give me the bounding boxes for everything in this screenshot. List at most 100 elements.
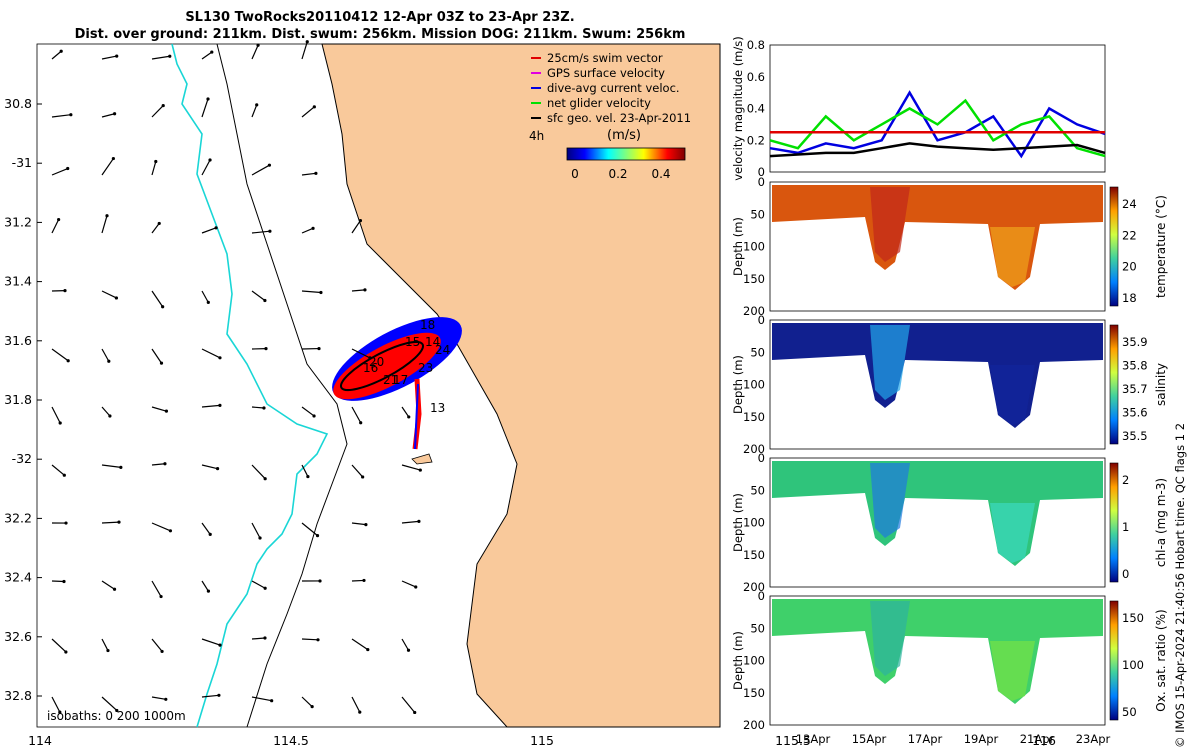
depth-tick: 200: [743, 304, 765, 318]
velocity-vector-head: [318, 579, 322, 583]
velocity-vector-head: [105, 214, 109, 218]
velocity-vector-head: [316, 638, 320, 642]
track-day-label: 13: [430, 401, 445, 415]
velocity-vector: [351, 464, 364, 478]
velocity-y-tick: 0: [758, 165, 765, 179]
isobath-1000m: [216, 43, 348, 728]
section-colorbar: 24 22 20 18 temperature (°C): [1109, 186, 1168, 307]
velocity-vector: [301, 106, 315, 118]
colorbar-tick: 18: [1122, 291, 1137, 305]
depth-tick: 0: [758, 175, 765, 189]
velocity-vector-head: [112, 587, 117, 591]
velocity-vector-head: [66, 166, 70, 171]
section-colorbar: 150 100 50 Ox. sat. ratio (%): [1109, 600, 1168, 721]
legend-label: 25cm/s swim vector: [547, 51, 663, 65]
lat-tick-label: 32.4: [4, 570, 32, 585]
colorbar-tick: 20: [1122, 260, 1137, 274]
velocity-vector: [201, 580, 209, 592]
velocity-vector-head: [66, 359, 70, 363]
velocity-vector: [401, 464, 421, 471]
velocity-vector: [201, 694, 219, 698]
map-colorbar: [566, 147, 686, 161]
lon-tick-label: 114.5: [273, 733, 309, 748]
velocity-vector: [101, 521, 120, 524]
velocity-vector-head: [115, 708, 119, 713]
velocity-vector-head: [314, 171, 318, 175]
colorbar-tick: 35.7: [1122, 382, 1148, 396]
velocity-vector-head: [263, 636, 267, 640]
velocity-vector: [401, 696, 416, 713]
velocity-vector-head: [108, 414, 112, 418]
velocity-vector: [201, 638, 221, 646]
velocity-vector: [101, 406, 111, 417]
velocity-vector: [401, 406, 410, 418]
colorbar-tick: 24: [1122, 197, 1137, 211]
velocity-vector: [151, 290, 164, 308]
section-colorbar: 35.9 35.8 35.7 35.6 35.5 salinity: [1109, 324, 1168, 445]
velocity-vector-head: [268, 229, 272, 233]
velocity-vector: [351, 638, 369, 651]
velocity-vector: [51, 167, 68, 176]
colorbar-label: chl-a (mg m-3): [1154, 478, 1168, 567]
depth-ylabel: Depth (m): [731, 631, 745, 690]
date-tick: 21Apr: [1020, 732, 1055, 746]
depth-tick: 100: [743, 516, 765, 530]
velocity-vector-head: [218, 356, 222, 360]
velocity-vector: [301, 227, 314, 234]
velocity-vector: [351, 696, 361, 713]
colorbar-tick: 2: [1122, 473, 1129, 487]
velocity-vector: [151, 161, 157, 176]
velocity-vector: [151, 55, 170, 60]
velocity-vector-head: [62, 579, 66, 584]
velocity-vector: [101, 580, 115, 590]
velocity-vector: [251, 104, 258, 118]
depth-ylabel: Depth (m): [731, 493, 745, 552]
depth-tick: 150: [743, 272, 765, 286]
colorbar-tick-label: 0.2: [608, 167, 627, 181]
lon-tick-label: 115: [530, 733, 554, 748]
velocity-vector-head: [114, 296, 119, 300]
velocity-vector: [101, 348, 110, 362]
velocity-vector: [151, 406, 167, 412]
lat-tick-label: 31.6: [4, 333, 32, 348]
velocity-vector: [251, 522, 261, 539]
depth-tick: 100: [743, 378, 765, 392]
velocity-vector-head: [208, 158, 212, 162]
velocity-vector-head: [306, 474, 310, 479]
velocity-vector: [151, 348, 162, 364]
track-day-label: 20: [369, 355, 384, 369]
velocity-vector-head: [210, 50, 214, 54]
velocity-vector-head: [157, 221, 161, 226]
colorbar-tick: 0: [1122, 567, 1129, 581]
velocity-vector: [401, 638, 410, 651]
velocity-vector: [301, 696, 313, 708]
velocity-vector-head: [418, 468, 422, 472]
velocity-vector: [151, 223, 160, 234]
section-panel: 0 50 100 150 200 Depth (m) 24 22 20 18 temperature…: [731, 175, 1168, 318]
velocity-vector-head: [358, 710, 362, 714]
velocity-vector-head: [159, 361, 164, 365]
section-field: [772, 599, 1103, 704]
depth-tick: 200: [743, 718, 765, 732]
depth-tick: 200: [743, 442, 765, 456]
velocity-vector: [251, 406, 265, 409]
velocity-vector-head: [256, 43, 260, 47]
velocity-vector-head: [168, 54, 172, 58]
velocity-vector-head: [358, 218, 363, 223]
velocity-vector: [101, 215, 108, 234]
lat-tick-label: 31.4: [4, 274, 32, 289]
velocity-vector-head: [64, 521, 68, 525]
lat-tick-label: -31: [12, 155, 32, 170]
velocity-vector: [201, 227, 217, 234]
velocity-vector-head: [264, 347, 268, 351]
plot-title-line2: Dist. over ground: 211km. Dist. swum: 25…: [74, 27, 686, 42]
velocity-vector: [251, 696, 272, 702]
velocity-vector: [351, 579, 365, 582]
velocity-vector: [401, 520, 419, 524]
velocity-vector-head: [117, 520, 121, 524]
lat-tick-label: 30.8: [4, 96, 32, 111]
legend-label: dive-avg current veloc.: [547, 81, 680, 95]
lat-tick-label: 32.2: [4, 510, 32, 525]
